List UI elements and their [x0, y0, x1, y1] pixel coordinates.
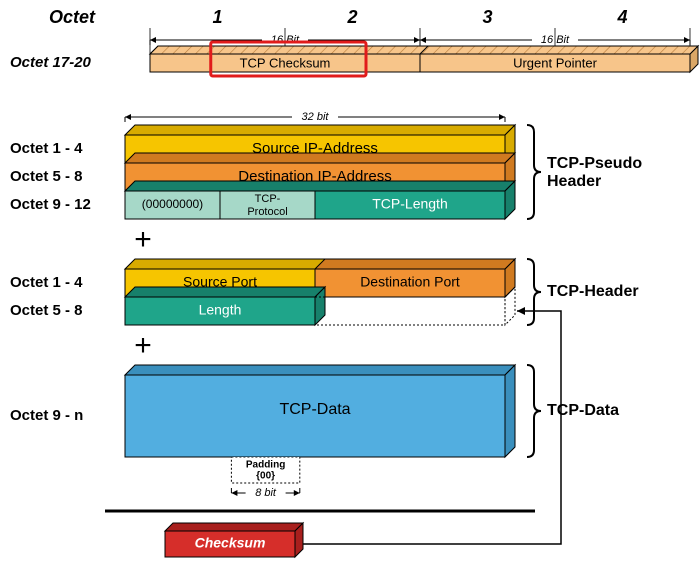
- dim-label: 8 bit: [255, 487, 277, 499]
- dim-arrow: 32 bit: [125, 109, 505, 123]
- checksum-result: Checksum: [165, 523, 303, 557]
- zeros-label: (00000000): [142, 197, 203, 211]
- col-num-3: 3: [482, 7, 492, 27]
- pseudo-row3-label: Octet 9 - 12: [10, 196, 91, 213]
- tcp-checksum-field: TCP Checksum: [240, 55, 331, 70]
- plus-2: +: [134, 329, 152, 362]
- plus-1: +: [134, 223, 152, 256]
- padding-label-2: {00}: [256, 471, 275, 482]
- data-row-label: Octet 9 - n: [10, 407, 83, 424]
- col-num-4: 4: [616, 7, 627, 27]
- tcp-checksum-diagram: Octet 1 2 3 4 16 Bit 16 Bit Octet 17-20 TCP Chec…: [0, 0, 700, 585]
- tcp-length-label: TCP-Length: [372, 196, 447, 212]
- pseudo-row1-label: Octet 1 - 4: [10, 140, 83, 157]
- brace-label: TCP-Header: [547, 283, 639, 300]
- brace-label-2: Header: [547, 173, 601, 190]
- col-num-2: 2: [346, 7, 357, 27]
- urgent-pointer-field: Urgent Pointer: [513, 55, 597, 70]
- row-17-20: Octet 17-20: [10, 54, 92, 71]
- tcp-data-label: TCP-Data: [279, 401, 350, 418]
- tcp-pseudo-header: 32 bitSource IP-AddressOctet 1 - 4Destin…: [10, 109, 642, 256]
- dest-port-label: Destination Port: [360, 274, 460, 290]
- tcp-proto-2: Protocol: [247, 206, 287, 218]
- dim-label: 16 Bit: [541, 34, 570, 46]
- pseudo-row2-label: Octet 5 - 8: [10, 168, 83, 185]
- col-num-1: 1: [212, 7, 222, 27]
- dim-label: 16 Bit: [271, 34, 300, 46]
- brace: TCP-Header: [527, 259, 639, 325]
- brace-label-1: TCP-Pseudo: [547, 155, 642, 172]
- padding-label-1: Padding: [246, 460, 285, 471]
- header-row1-label: Octet 1 - 4: [10, 274, 83, 291]
- top-header-row: Octet 1 2 3 4 16 Bit 16 Bit Octet 17-20 TCP Chec…: [10, 7, 698, 76]
- octet-header: Octet: [49, 7, 96, 27]
- dim-arrow: 8 bit: [231, 485, 299, 499]
- checksum-label: Checksum: [195, 535, 266, 551]
- brace-label: TCP-Data: [547, 402, 619, 419]
- header-row2-label: Octet 5 - 8: [10, 302, 83, 319]
- brace: TCP-PseudoHeader: [527, 125, 642, 219]
- length-label: Length: [199, 302, 242, 318]
- dim-label: 32 bit: [302, 111, 330, 123]
- tcp-data-section: TCP-Data Octet 9 - n Padding{00} 8 bit TCP-D…: [10, 365, 619, 499]
- tcp-proto-1: TCP-: [255, 193, 281, 205]
- brace: TCP-Data: [527, 365, 619, 457]
